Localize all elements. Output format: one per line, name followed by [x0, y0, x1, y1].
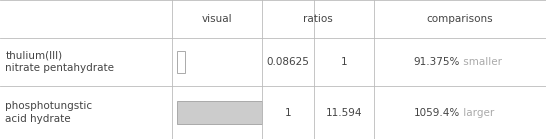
Bar [177, 101, 262, 124]
Text: 1059.4%: 1059.4% [414, 108, 460, 118]
Text: 1: 1 [284, 108, 292, 118]
Text: phosphotungstic
acid hydrate: phosphotungstic acid hydrate [5, 101, 93, 124]
Text: comparisons: comparisons [426, 14, 494, 24]
Text: thulium(III)
nitrate pentahydrate: thulium(III) nitrate pentahydrate [5, 50, 115, 73]
Bar [177, 51, 185, 73]
Text: 91.375%: 91.375% [414, 57, 460, 67]
Text: 11.594: 11.594 [326, 108, 362, 118]
Text: visual: visual [201, 14, 233, 24]
Text: ratios: ratios [303, 14, 333, 24]
Text: 0.08625: 0.08625 [266, 57, 310, 67]
Text: larger: larger [460, 108, 494, 118]
Text: 1: 1 [341, 57, 347, 67]
Text: smaller: smaller [460, 57, 502, 67]
